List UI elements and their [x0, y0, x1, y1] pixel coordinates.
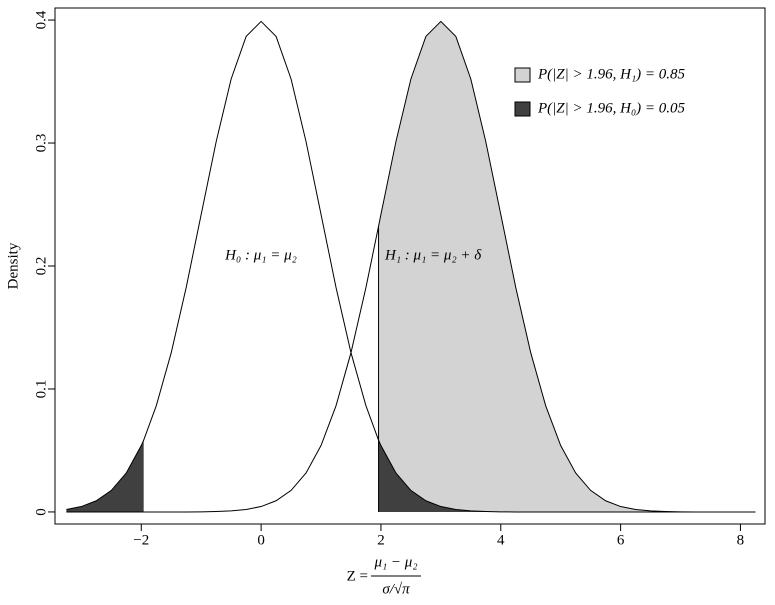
x-tick-label: 4 [497, 532, 505, 548]
x-axis-label-denominator: σ/√π [382, 581, 410, 597]
y-tick-label: 0.3 [33, 134, 49, 153]
x-tick-label: 8 [737, 532, 745, 548]
y-axis-label: Density [5, 242, 21, 289]
x-tick-label: 0 [257, 532, 265, 548]
annotation: H₀ : μ₁ = μ₂ [224, 247, 297, 263]
shaded-area [66, 440, 144, 512]
density-curve [66, 20, 756, 513]
y-tick-label: 0.4 [33, 10, 49, 29]
density-curve [66, 20, 756, 513]
y-tick-label: 0.2 [33, 257, 49, 276]
x-tick-label: 2 [377, 532, 385, 548]
shaded-area [378, 440, 756, 512]
x-tick-label: 6 [617, 532, 625, 548]
x-axis-label: Z = [347, 568, 368, 584]
legend-swatch [514, 101, 531, 117]
y-tick-label: 0 [33, 508, 49, 515]
legend-label: P(|Z| > 1.96, H₀) = 0.05 [537, 100, 686, 116]
x-axis-label-numerator: μ₁ − μ₂ [373, 554, 417, 570]
y-tick-label: 0.1 [33, 380, 49, 399]
legend-swatch [514, 67, 531, 83]
shaded-area [378, 21, 756, 512]
x-tick-label: −2 [133, 532, 149, 548]
annotation: H₁ : μ₁ = μ₂ + δ [384, 247, 482, 263]
legend-label: P(|Z| > 1.96, H₁) = 0.85 [537, 66, 686, 82]
